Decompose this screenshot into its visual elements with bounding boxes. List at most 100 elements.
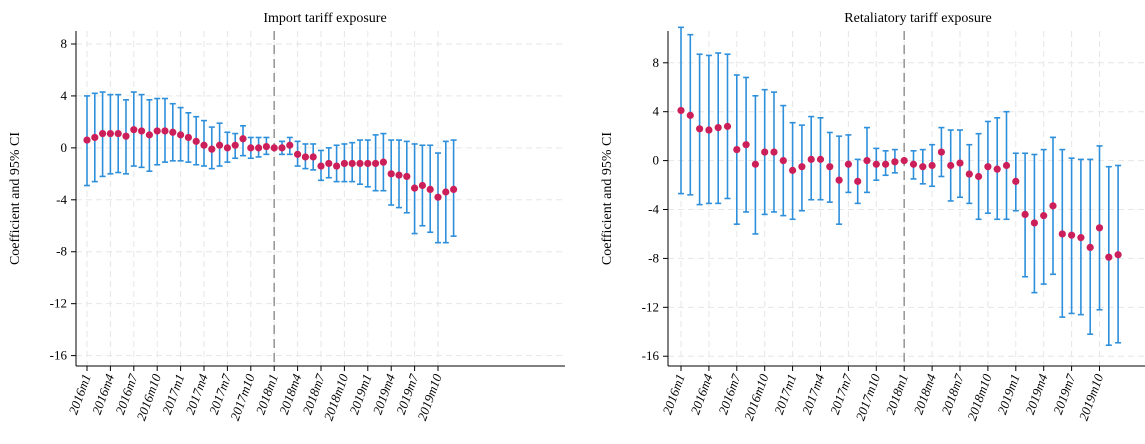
coefficient-point	[1049, 202, 1057, 210]
coefficient-point	[169, 128, 177, 136]
coefficient-point	[807, 155, 815, 163]
coefficient-point	[816, 155, 825, 163]
coefficient-point	[779, 156, 787, 165]
coefficient-point	[122, 132, 130, 140]
coefficient-point	[1002, 161, 1011, 170]
coefficient-point	[348, 159, 356, 168]
coefficient-point	[262, 142, 270, 151]
coefficient-point	[1068, 231, 1076, 239]
y-tick-label: -8	[648, 250, 659, 265]
coefficient-point	[770, 148, 778, 156]
y-tick-label: 8	[61, 36, 68, 51]
coefficient-point	[714, 123, 722, 132]
coefficient-point	[789, 166, 797, 174]
y-tick-label: 4	[61, 88, 68, 103]
coefficient-point	[403, 172, 411, 181]
x-tick-label: 2019m1	[994, 372, 1022, 416]
x-tick-label: 2017m7	[827, 371, 856, 416]
coefficient-point	[1058, 230, 1066, 238]
y-tick-label: 8	[653, 55, 660, 70]
coefficient-point	[1095, 224, 1104, 232]
y-tick-label: -16	[50, 348, 68, 363]
x-tick-label: 2019m7	[1050, 371, 1079, 416]
chart-panel-1: 840-4-8-12-162016m12016m42016m72016m1020…	[8, 11, 565, 422]
coefficient-point	[1086, 243, 1094, 252]
coefficient-point	[854, 177, 862, 185]
x-tick-label: 2019m10	[1076, 371, 1107, 422]
coefficient-point	[798, 163, 806, 171]
coefficient-point	[138, 127, 146, 135]
coefficient-point	[278, 144, 286, 152]
coefficient-point	[231, 141, 239, 149]
coefficient-point	[106, 129, 114, 138]
coefficient-point	[984, 163, 992, 171]
coefficient-point	[442, 188, 450, 196]
coefficient-point	[900, 156, 908, 165]
coefficient-point	[145, 131, 153, 139]
coefficient-point	[450, 185, 458, 194]
y-tick-label: 4	[653, 104, 660, 119]
coefficient-point	[364, 159, 372, 168]
coefficient-point	[130, 126, 138, 134]
y-tick-label: -12	[642, 299, 659, 314]
coefficient-point	[184, 133, 192, 142]
coefficient-point	[294, 150, 302, 158]
coefficient-point	[83, 136, 91, 144]
coefficient-point	[761, 148, 769, 156]
coefficient-point	[677, 106, 685, 115]
y-tick-label: -4	[56, 192, 67, 207]
y-tick-label: -4	[648, 202, 659, 217]
coefficient-point	[286, 141, 294, 149]
coefficient-point	[844, 160, 853, 168]
coefficient-point	[891, 158, 899, 166]
coefficient-point	[947, 161, 955, 170]
x-tick-label: 2016m1	[659, 372, 687, 416]
coefficient-point	[208, 145, 216, 153]
coefficient-point	[733, 145, 741, 154]
coefficient-point	[872, 160, 880, 168]
coefficient-point	[333, 162, 341, 170]
y-tick-label: -16	[642, 348, 660, 363]
y-tick-label: 0	[653, 153, 660, 168]
coefficient-point	[239, 135, 247, 143]
coefficient-point	[426, 185, 434, 194]
coefficient-point	[153, 127, 161, 135]
chart-title: Retaliatory tariff exposure	[844, 11, 991, 26]
coefficient-point	[223, 144, 231, 152]
coefficient-point	[937, 148, 946, 156]
y-axis-title: Coefficient and 95% CI	[8, 132, 23, 265]
x-tick-label: 2018m4	[910, 371, 939, 416]
coefficient-point	[216, 141, 224, 149]
coefficient-point	[270, 144, 278, 152]
coefficient-point	[826, 163, 834, 171]
coefficient-point	[909, 160, 918, 168]
coefficient-point	[200, 141, 208, 149]
x-tick-label: 2017m4	[799, 371, 828, 416]
coefficient-point	[993, 165, 1001, 173]
x-tick-label: 2017m10	[852, 371, 883, 422]
coefficient-point	[1114, 251, 1122, 259]
coefficient-point	[379, 158, 387, 166]
coefficient-point	[742, 141, 750, 149]
x-tick-label: 2016m7	[715, 371, 744, 416]
plot-area	[668, 31, 1145, 366]
coefficient-point	[356, 159, 364, 168]
y-tick-label: 0	[61, 140, 68, 155]
coefficient-point	[882, 160, 890, 168]
y-tick-label: -8	[56, 244, 67, 259]
x-tick-label: 2018m1	[883, 372, 911, 416]
coefficient-point	[372, 159, 380, 168]
x-tick-label: 2018m7	[938, 371, 967, 416]
x-tick-label: 2016m4	[687, 371, 716, 416]
coefficient-point	[928, 161, 936, 170]
x-tick-label: 2018m10	[964, 371, 995, 422]
coefficient-point	[434, 193, 442, 201]
coefficient-point	[301, 153, 309, 161]
coefficient-point	[1105, 253, 1113, 261]
coefficient-point	[956, 159, 964, 167]
coefficient-point	[411, 184, 419, 192]
coefficient-point	[705, 126, 713, 134]
coefficient-point	[1012, 177, 1020, 185]
coefficient-point	[1077, 234, 1085, 242]
